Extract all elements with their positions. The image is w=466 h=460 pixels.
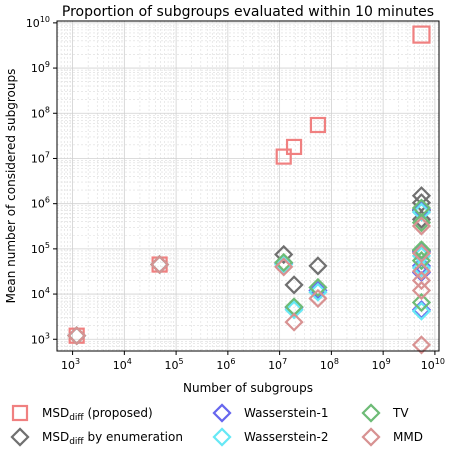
data-point <box>411 243 432 263</box>
data-point <box>411 270 432 291</box>
data-point <box>411 216 432 236</box>
data-point <box>284 312 304 332</box>
x-tick-label: 105 <box>165 357 184 372</box>
data-point <box>274 257 294 277</box>
grid-lines <box>57 21 439 351</box>
y-tick-label: 107 <box>31 150 50 165</box>
legend-label: Wasserstein-2 <box>244 430 329 444</box>
chart-title: Proportion of subgroups evaluated within… <box>62 4 434 20</box>
data-point <box>308 256 328 276</box>
legend-label: MSDdiff by enumeration <box>42 430 183 447</box>
data-point <box>411 250 432 271</box>
y-tick-label: 103 <box>31 331 50 346</box>
data-point <box>411 280 432 301</box>
data-point <box>308 288 328 309</box>
x-tick-label: 107 <box>268 357 287 372</box>
data-point <box>284 300 304 320</box>
legend-marker <box>10 427 30 447</box>
legend-marker <box>361 403 381 423</box>
y-axis-label: Mean number of considered subgroups <box>4 69 18 304</box>
data-point <box>275 148 292 165</box>
axis-ticks: 103 104 105 106 107 108 109 1010 103 104 105 106 107… <box>26 15 445 372</box>
legend: MSDdiff (proposed) MSDdiff by enumeration… <box>10 403 423 447</box>
y-tick-label: 108 <box>31 105 50 120</box>
data-point <box>274 252 294 273</box>
data-point <box>274 254 294 275</box>
legend-marker <box>11 404 29 422</box>
data-point <box>411 258 432 278</box>
legend-label: TV <box>392 406 409 420</box>
y-tick-label: 106 <box>31 196 50 211</box>
y-tick-label: 1010 <box>26 15 50 30</box>
y-tick-label: 105 <box>31 241 50 256</box>
y-tick-label: 109 <box>31 60 50 75</box>
data-point <box>309 116 327 134</box>
data-point <box>411 213 432 233</box>
x-tick-label: 103 <box>61 357 80 372</box>
plot-frame <box>56 20 440 352</box>
y-tick-label: 104 <box>31 286 50 301</box>
data-point <box>67 326 87 346</box>
data-point <box>411 261 432 281</box>
series-1 <box>68 25 431 344</box>
data-point <box>284 275 304 295</box>
data-point <box>274 244 294 265</box>
data-point <box>149 254 170 275</box>
x-tick-label: 109 <box>372 357 391 372</box>
data-point <box>412 25 431 44</box>
series-6 <box>67 216 432 355</box>
data-point <box>308 277 328 298</box>
legend-marker <box>212 427 232 447</box>
legend-label: MSDdiff (proposed) <box>42 406 153 423</box>
data-point <box>68 327 85 344</box>
x-tick-label: 104 <box>113 357 132 372</box>
legend-label: MMD <box>393 430 423 444</box>
data-point <box>308 280 328 301</box>
data-point <box>285 138 303 156</box>
x-tick-label: 106 <box>216 357 235 372</box>
legend-label: Wasserstein-1 <box>244 406 329 420</box>
data-point <box>411 292 432 313</box>
x-tick-label: 108 <box>320 357 339 372</box>
data-points <box>67 25 432 355</box>
x-axis-label: Number of subgroups <box>183 381 313 395</box>
x-tick-label: 1010 <box>421 357 445 372</box>
data-point <box>411 301 432 321</box>
legend-marker <box>212 403 232 423</box>
legend-marker <box>361 427 381 447</box>
data-point <box>411 209 432 229</box>
data-point <box>411 335 432 355</box>
data-point <box>411 240 432 260</box>
